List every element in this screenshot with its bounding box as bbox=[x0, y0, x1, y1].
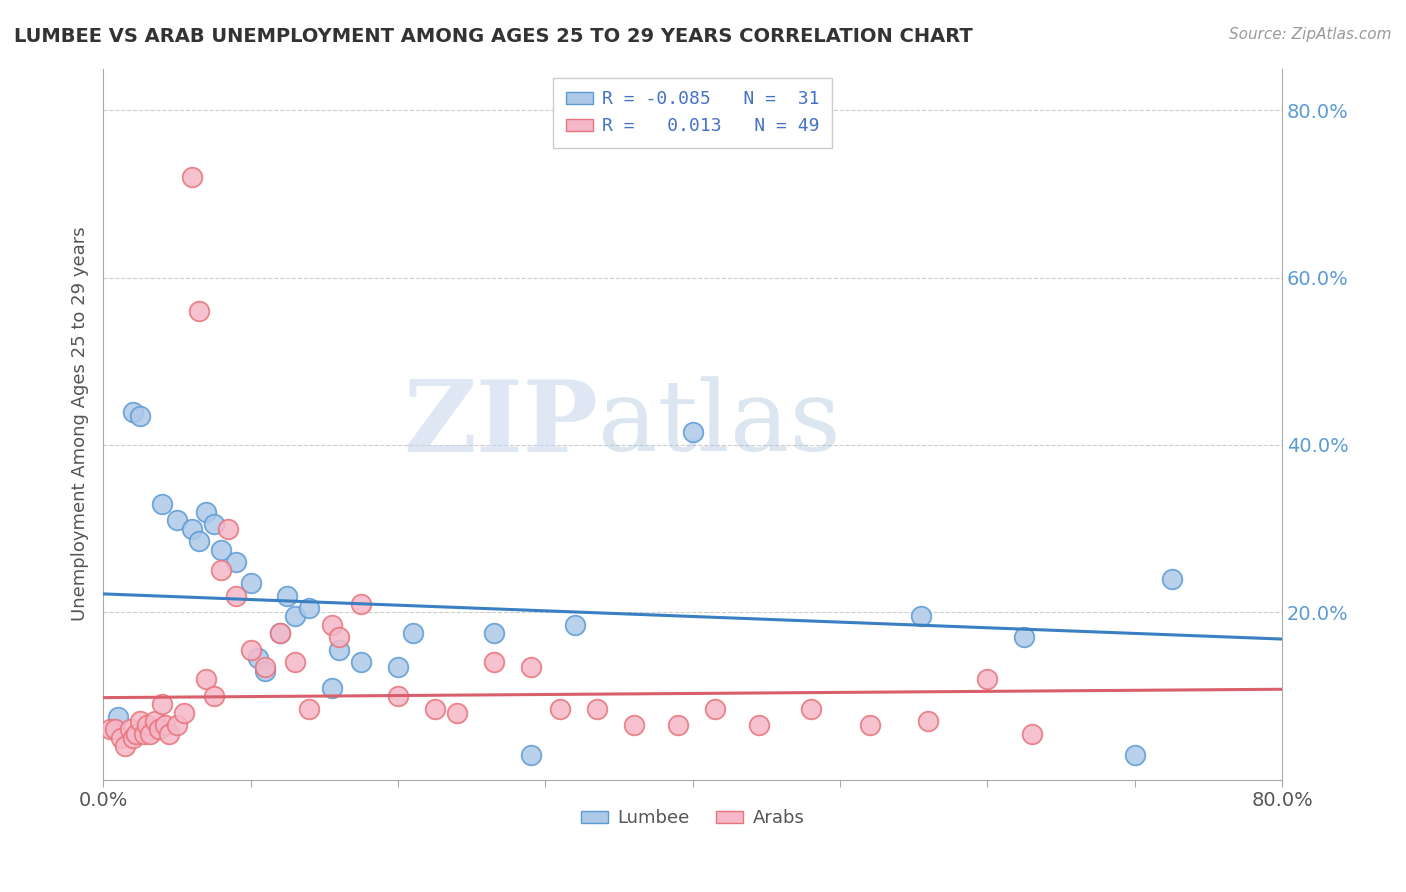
Point bbox=[195, 672, 218, 686]
Point bbox=[1160, 572, 1182, 586]
Point bbox=[143, 714, 166, 728]
Point bbox=[748, 718, 770, 732]
Text: Source: ZipAtlas.com: Source: ZipAtlas.com bbox=[1229, 27, 1392, 42]
Point bbox=[269, 626, 291, 640]
Point bbox=[284, 656, 307, 670]
Point bbox=[114, 739, 136, 753]
Point bbox=[107, 710, 129, 724]
Point bbox=[328, 643, 350, 657]
Point bbox=[209, 542, 232, 557]
Legend: Lumbee, Arabs: Lumbee, Arabs bbox=[574, 802, 811, 835]
Point bbox=[246, 651, 269, 665]
Text: ZIP: ZIP bbox=[404, 376, 599, 473]
Point bbox=[321, 681, 343, 695]
Point bbox=[187, 534, 209, 549]
Point bbox=[118, 723, 141, 737]
Point bbox=[321, 617, 343, 632]
Point bbox=[401, 626, 423, 640]
Point bbox=[134, 726, 156, 740]
Point bbox=[254, 659, 277, 673]
Point bbox=[1014, 631, 1036, 645]
Point bbox=[121, 404, 143, 418]
Point bbox=[284, 609, 307, 624]
Point bbox=[239, 576, 262, 591]
Point bbox=[387, 659, 409, 673]
Point bbox=[682, 425, 704, 440]
Point bbox=[180, 522, 202, 536]
Point bbox=[910, 609, 932, 624]
Point bbox=[800, 701, 823, 715]
Point bbox=[136, 718, 159, 732]
Point bbox=[387, 689, 409, 703]
Point bbox=[153, 718, 176, 732]
Point bbox=[148, 723, 170, 737]
Point bbox=[166, 718, 188, 732]
Point bbox=[269, 626, 291, 640]
Point bbox=[564, 617, 586, 632]
Point bbox=[104, 723, 127, 737]
Point bbox=[195, 505, 218, 519]
Point bbox=[150, 497, 173, 511]
Text: atlas: atlas bbox=[599, 376, 841, 472]
Point bbox=[159, 726, 181, 740]
Point bbox=[276, 589, 298, 603]
Point bbox=[482, 626, 505, 640]
Point bbox=[1021, 726, 1043, 740]
Point bbox=[166, 513, 188, 527]
Point bbox=[225, 589, 247, 603]
Point bbox=[129, 714, 152, 728]
Point bbox=[1123, 747, 1146, 762]
Point bbox=[423, 701, 446, 715]
Point bbox=[298, 601, 321, 615]
Point bbox=[217, 522, 239, 536]
Point bbox=[917, 714, 939, 728]
Point bbox=[548, 701, 571, 715]
Point bbox=[350, 597, 373, 611]
Point bbox=[121, 731, 143, 745]
Point bbox=[858, 718, 880, 732]
Point bbox=[350, 656, 373, 670]
Point bbox=[129, 409, 152, 423]
Point bbox=[328, 631, 350, 645]
Point bbox=[586, 701, 609, 715]
Point bbox=[482, 656, 505, 670]
Point bbox=[446, 706, 468, 720]
Point bbox=[623, 718, 645, 732]
Point bbox=[703, 701, 725, 715]
Point bbox=[110, 731, 132, 745]
Point bbox=[124, 726, 146, 740]
Point bbox=[298, 701, 321, 715]
Point bbox=[209, 564, 232, 578]
Point bbox=[519, 747, 541, 762]
Point bbox=[202, 689, 225, 703]
Point bbox=[180, 170, 202, 185]
Point bbox=[239, 643, 262, 657]
Point bbox=[519, 659, 541, 673]
Point bbox=[173, 706, 195, 720]
Y-axis label: Unemployment Among Ages 25 to 29 years: Unemployment Among Ages 25 to 29 years bbox=[72, 227, 89, 622]
Point bbox=[225, 555, 247, 569]
Point bbox=[976, 672, 998, 686]
Point bbox=[187, 304, 209, 318]
Point bbox=[100, 723, 122, 737]
Point bbox=[254, 664, 277, 678]
Point bbox=[150, 698, 173, 712]
Point bbox=[139, 726, 162, 740]
Point bbox=[666, 718, 689, 732]
Point bbox=[202, 517, 225, 532]
Text: LUMBEE VS ARAB UNEMPLOYMENT AMONG AGES 25 TO 29 YEARS CORRELATION CHART: LUMBEE VS ARAB UNEMPLOYMENT AMONG AGES 2… bbox=[14, 27, 973, 45]
